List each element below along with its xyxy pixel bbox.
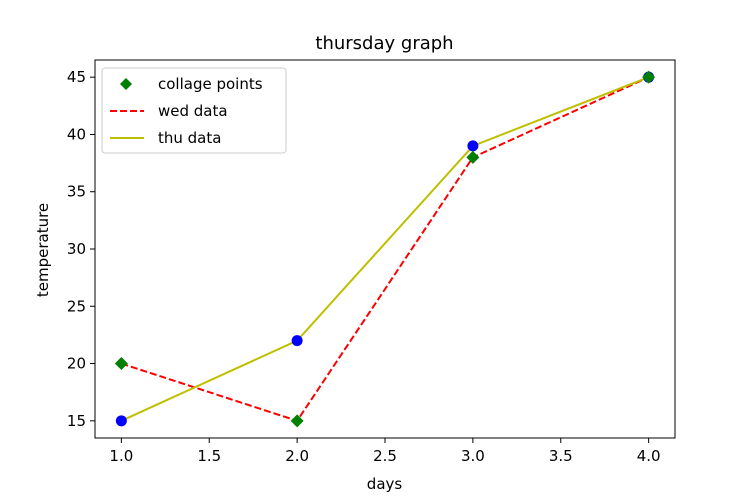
legend-label: thu data: [158, 129, 221, 147]
x-axis-label: days: [367, 475, 403, 493]
diamond-marker: [114, 357, 128, 371]
y-tick-label: 25: [67, 297, 86, 315]
circle-marker: [291, 335, 303, 347]
y-tick-label: 40: [67, 125, 86, 143]
diamond-marker: [466, 150, 480, 164]
diamond-marker: [642, 70, 656, 84]
series-layer: [114, 70, 656, 428]
chart-title: thursday graph: [315, 33, 453, 54]
legend: collage points wed data thu data: [101, 67, 287, 154]
x-tick-label: 1.0: [109, 447, 133, 465]
x-tick-label: 1.5: [197, 447, 221, 465]
x-tick-label: 3.5: [549, 447, 573, 465]
circle-marker: [467, 140, 479, 152]
y-tick-label: 35: [67, 183, 86, 201]
x-tick-label: 2.0: [285, 447, 309, 465]
y-tick-label: 30: [67, 240, 86, 258]
series-line-2: [120, 76, 650, 422]
y-tick-label: 15: [67, 412, 86, 430]
diamond-marker: [290, 414, 304, 428]
y-tick-label: 20: [67, 355, 86, 373]
x-axis: 1.0 1.5 2.0 2.5 3.0 3.5 4.0: [109, 438, 661, 465]
y-tick-label: 45: [67, 68, 86, 86]
legend-marker: [120, 78, 132, 90]
y-axis: 15 20 25 30 35 40 45: [67, 68, 95, 430]
legend-box: [101, 67, 287, 154]
y-axis-label: temperature: [34, 203, 52, 297]
legend-label: collage points: [158, 75, 263, 93]
circle-marker: [115, 415, 127, 427]
x-tick-label: 3.0: [461, 447, 485, 465]
legend-label: wed data: [158, 102, 228, 120]
x-tick-label: 4.0: [637, 447, 661, 465]
series-line-1: [121, 76, 650, 423]
x-tick-label: 2.5: [373, 447, 397, 465]
